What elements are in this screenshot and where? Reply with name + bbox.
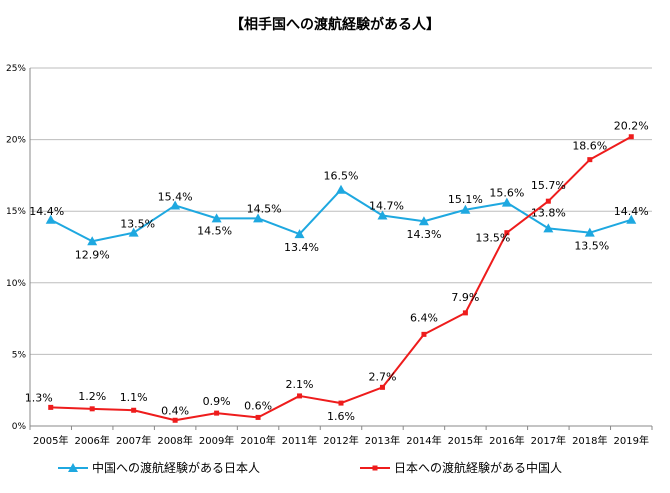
data-label: 0.4%	[161, 404, 189, 417]
data-label: 6.4%	[410, 311, 438, 324]
triangle-marker	[501, 197, 512, 207]
square-marker	[89, 406, 95, 412]
triangle-marker	[87, 236, 98, 246]
x-tick-label: 2007年	[116, 434, 151, 447]
x-tick-label: 2018年	[572, 434, 607, 447]
square-marker	[48, 404, 54, 410]
triangle-marker	[253, 213, 264, 223]
data-label: 14.7%	[369, 199, 404, 212]
square-marker	[545, 198, 551, 204]
data-label: 0.9%	[203, 395, 231, 408]
x-tick-label: 2010年	[240, 434, 275, 447]
data-label: 15.4%	[158, 190, 193, 203]
triangle-marker	[418, 216, 429, 226]
square-marker	[131, 407, 137, 413]
y-tick-label: 15%	[6, 207, 26, 217]
x-tick-label: 2014年	[406, 434, 441, 447]
square-marker	[255, 414, 261, 420]
y-tick-label: 25%	[6, 64, 26, 74]
x-tick-label: 2013年	[365, 434, 400, 447]
triangle-marker	[626, 214, 637, 224]
x-tick-label: 2011年	[282, 434, 317, 447]
square-marker	[214, 410, 220, 416]
x-tick-label: 2008年	[157, 434, 192, 447]
y-tick-label: 5%	[12, 350, 27, 360]
data-label: 7.9%	[451, 291, 479, 304]
x-tick-label: 2017年	[531, 434, 566, 447]
data-label: 15.7%	[531, 179, 566, 192]
data-label: 14.5%	[247, 202, 282, 215]
chart-title: 【相手国への渡航経験がある人】	[230, 17, 440, 33]
triangle-marker	[128, 227, 139, 237]
data-label: 2.7%	[368, 370, 396, 383]
square-marker	[628, 134, 634, 140]
data-label: 14.3%	[406, 228, 441, 241]
square-marker	[379, 384, 385, 390]
square-marker	[338, 400, 344, 406]
data-label: 15.1%	[448, 193, 483, 206]
data-label: 16.5%	[324, 170, 359, 183]
data-label: 2.1%	[286, 378, 314, 391]
data-label: 13.5%	[120, 218, 155, 231]
data-label: 1.2%	[78, 390, 106, 403]
triangle-marker	[460, 204, 471, 214]
square-marker	[297, 393, 303, 399]
x-tick-label: 2019年	[614, 434, 649, 447]
data-label: 18.6%	[572, 140, 607, 153]
legend-marker-triangle	[68, 463, 78, 472]
y-tick-label: 0%	[12, 422, 27, 432]
triangle-marker	[211, 213, 222, 223]
triangle-marker	[336, 184, 346, 194]
triangle-marker	[45, 214, 56, 224]
y-tick-label: 10%	[6, 279, 26, 289]
data-label: 1.6%	[327, 410, 355, 423]
y-tick-label: 20%	[6, 136, 26, 146]
x-tick-label: 2009年	[199, 434, 234, 447]
legend-marker-square	[372, 465, 378, 471]
triangle-marker	[294, 229, 305, 239]
data-label: 12.9%	[75, 248, 110, 261]
legend-label: 中国への渡航経験がある日本人	[92, 460, 260, 475]
square-marker	[504, 230, 510, 236]
data-label: 14.4%	[614, 205, 649, 218]
legend-label: 日本への渡航経験がある中国人	[394, 460, 562, 475]
data-label: 0.6%	[244, 399, 272, 412]
square-marker	[587, 157, 593, 163]
data-label: 13.5%	[475, 232, 510, 245]
x-tick-label: 2005年	[33, 434, 68, 447]
data-label: 13.5%	[574, 240, 609, 253]
data-label: 14.5%	[197, 224, 232, 237]
data-label: 13.4%	[284, 241, 319, 254]
triangle-marker	[543, 223, 554, 233]
x-tick-label: 2012年	[323, 434, 358, 447]
x-tick-label: 2016年	[489, 434, 524, 447]
data-label: 1.1%	[120, 391, 148, 404]
x-tick-label: 2006年	[74, 434, 109, 447]
data-label: 14.4%	[29, 205, 64, 218]
data-label: 13.8%	[531, 206, 566, 219]
data-label: 1.3%	[25, 391, 53, 404]
data-label: 15.6%	[489, 187, 524, 200]
triangle-marker	[170, 200, 181, 210]
square-marker	[172, 417, 178, 423]
data-label: 20.2%	[614, 120, 649, 133]
triangle-marker	[584, 227, 595, 237]
x-tick-label: 2015年	[448, 434, 483, 447]
square-marker	[421, 331, 427, 337]
square-marker	[462, 310, 468, 316]
triangle-marker	[377, 210, 388, 220]
